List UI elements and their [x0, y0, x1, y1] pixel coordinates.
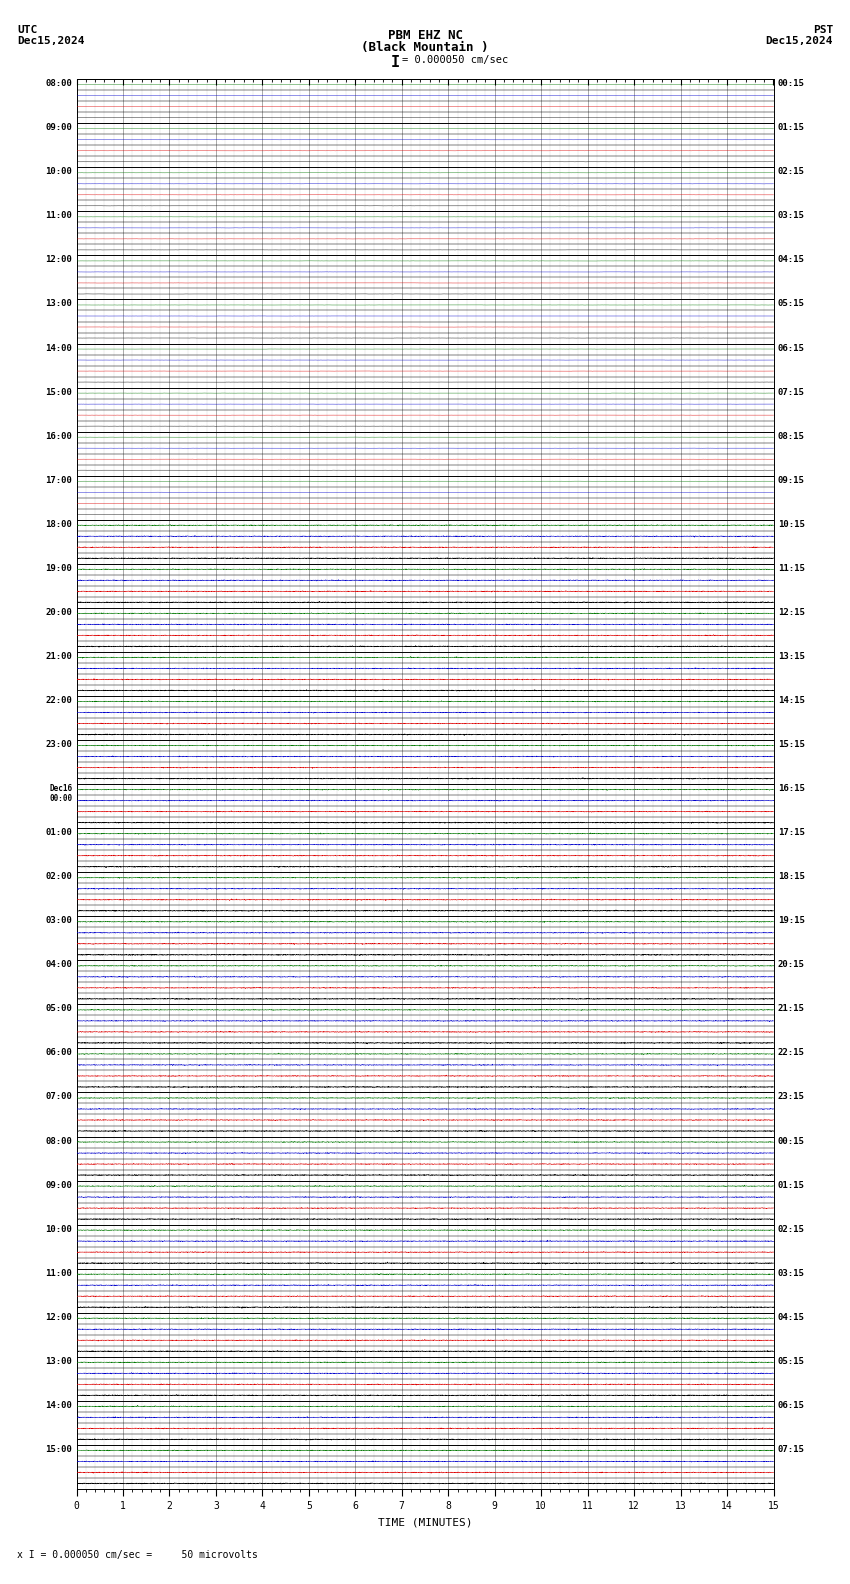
Text: 05:15: 05:15: [778, 299, 805, 309]
Text: 04:00: 04:00: [45, 960, 72, 969]
Text: Dec15,2024: Dec15,2024: [17, 36, 84, 46]
Text: (Black Mountain ): (Black Mountain ): [361, 41, 489, 54]
Text: = 0.000050 cm/sec: = 0.000050 cm/sec: [402, 55, 508, 65]
Text: 08:00: 08:00: [45, 1137, 72, 1145]
Text: 01:15: 01:15: [778, 1180, 805, 1190]
Text: 07:15: 07:15: [778, 388, 805, 396]
Text: 02:15: 02:15: [778, 168, 805, 176]
Text: PST: PST: [813, 25, 833, 35]
Text: 11:00: 11:00: [45, 211, 72, 220]
Text: Dec16
00:00: Dec16 00:00: [49, 784, 72, 803]
Text: 21:15: 21:15: [778, 1004, 805, 1014]
Text: 03:15: 03:15: [778, 1269, 805, 1278]
Text: 18:15: 18:15: [778, 873, 805, 881]
Text: 23:00: 23:00: [45, 740, 72, 749]
Text: PBM EHZ NC: PBM EHZ NC: [388, 29, 462, 41]
Text: 05:00: 05:00: [45, 1004, 72, 1014]
Text: 19:15: 19:15: [778, 916, 805, 925]
Text: 02:15: 02:15: [778, 1224, 805, 1234]
Text: 06:15: 06:15: [778, 344, 805, 353]
Text: 18:00: 18:00: [45, 520, 72, 529]
Text: 02:00: 02:00: [45, 873, 72, 881]
Text: 14:15: 14:15: [778, 695, 805, 705]
Text: 23:15: 23:15: [778, 1093, 805, 1101]
Text: 06:15: 06:15: [778, 1400, 805, 1410]
Text: 19:00: 19:00: [45, 564, 72, 573]
Text: 16:00: 16:00: [45, 431, 72, 440]
Text: 16:15: 16:15: [778, 784, 805, 794]
Text: 17:00: 17:00: [45, 475, 72, 485]
Text: 10:00: 10:00: [45, 168, 72, 176]
Text: 14:00: 14:00: [45, 344, 72, 353]
Text: 06:00: 06:00: [45, 1049, 72, 1058]
Text: 17:15: 17:15: [778, 828, 805, 836]
Text: 20:00: 20:00: [45, 608, 72, 616]
Text: 07:15: 07:15: [778, 1445, 805, 1454]
Text: UTC: UTC: [17, 25, 37, 35]
Text: 09:00: 09:00: [45, 124, 72, 131]
Text: 08:00: 08:00: [45, 79, 72, 89]
Text: 07:00: 07:00: [45, 1093, 72, 1101]
Text: 12:00: 12:00: [45, 1313, 72, 1321]
Text: 08:15: 08:15: [778, 431, 805, 440]
Text: 04:15: 04:15: [778, 255, 805, 265]
Text: 22:15: 22:15: [778, 1049, 805, 1058]
Text: 09:00: 09:00: [45, 1180, 72, 1190]
Text: 12:15: 12:15: [778, 608, 805, 616]
Text: 13:00: 13:00: [45, 1357, 72, 1365]
Text: 15:00: 15:00: [45, 388, 72, 396]
Text: 21:00: 21:00: [45, 653, 72, 661]
Text: 00:15: 00:15: [778, 1137, 805, 1145]
Text: 13:15: 13:15: [778, 653, 805, 661]
Text: 09:15: 09:15: [778, 475, 805, 485]
Text: 00:15: 00:15: [778, 79, 805, 89]
Text: 11:00: 11:00: [45, 1269, 72, 1278]
Text: 05:15: 05:15: [778, 1357, 805, 1365]
Text: 11:15: 11:15: [778, 564, 805, 573]
Text: 10:00: 10:00: [45, 1224, 72, 1234]
Text: 22:00: 22:00: [45, 695, 72, 705]
Text: Dec15,2024: Dec15,2024: [766, 36, 833, 46]
Text: 12:00: 12:00: [45, 255, 72, 265]
Text: 14:00: 14:00: [45, 1400, 72, 1410]
Text: 15:00: 15:00: [45, 1445, 72, 1454]
Text: 03:15: 03:15: [778, 211, 805, 220]
Text: x I = 0.000050 cm/sec =     50 microvolts: x I = 0.000050 cm/sec = 50 microvolts: [17, 1551, 258, 1560]
Text: 01:00: 01:00: [45, 828, 72, 836]
Text: 10:15: 10:15: [778, 520, 805, 529]
Text: 01:15: 01:15: [778, 124, 805, 131]
Text: 13:00: 13:00: [45, 299, 72, 309]
Text: 15:15: 15:15: [778, 740, 805, 749]
Text: 03:00: 03:00: [45, 916, 72, 925]
X-axis label: TIME (MINUTES): TIME (MINUTES): [377, 1517, 473, 1527]
Text: I: I: [391, 55, 399, 70]
Text: 04:15: 04:15: [778, 1313, 805, 1321]
Text: 20:15: 20:15: [778, 960, 805, 969]
